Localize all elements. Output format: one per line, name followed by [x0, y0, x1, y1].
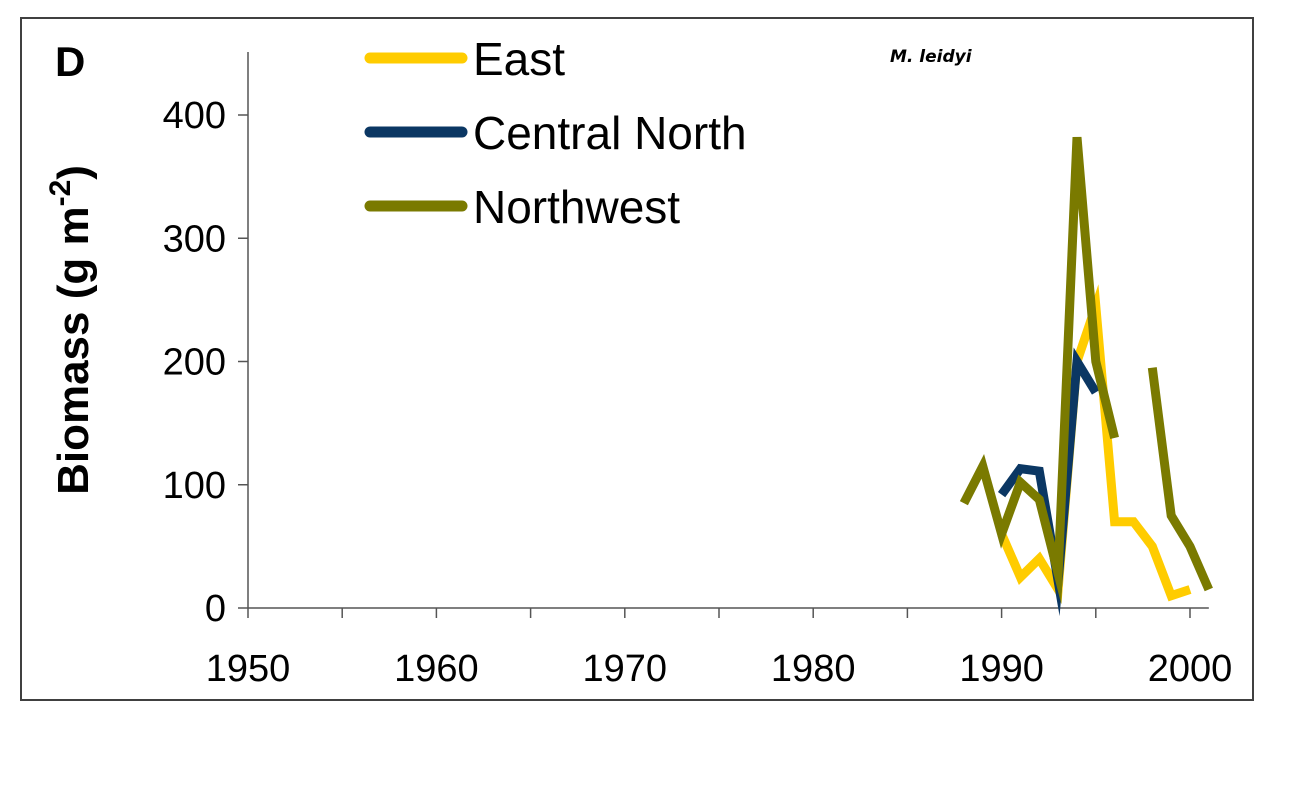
x-tick-label: 1950: [206, 648, 291, 690]
legend-label-central-north: Central North: [473, 107, 747, 159]
y-axis-label-close: ): [49, 165, 98, 180]
y-axis-label-superscript: -2: [44, 180, 77, 207]
x-tick-label: 1960: [394, 648, 479, 690]
y-tick-label: 400: [163, 95, 226, 137]
y-tick-label: 100: [163, 465, 226, 507]
legend-label-east: East: [473, 33, 565, 85]
x-tick-label: 2000: [1148, 648, 1233, 690]
y-axis-label: Biomass (g m-2): [44, 165, 98, 495]
series-line-northwest: [959, 136, 1119, 605]
y-tick-label: 200: [163, 342, 226, 384]
legend: East Central North Northwest: [364, 33, 747, 233]
axes: 0 100 200 300 400 1950 1960 1970 1980 1990 2000: [163, 52, 1233, 690]
species-label: M. leidyi: [890, 47, 973, 67]
chart-frame: [20, 17, 1254, 701]
x-tick-label: 1970: [583, 648, 668, 690]
legend-label-northwest: Northwest: [473, 181, 680, 233]
y-tick-label: 300: [163, 218, 226, 260]
series-lines: [959, 136, 1213, 617]
series-line-northwest: [1147, 367, 1213, 592]
y-tick-label: 0: [205, 588, 226, 630]
panel-label: D: [55, 38, 85, 85]
y-axis-label-main: Biomass (g m: [49, 206, 98, 495]
x-tick-label: 1990: [959, 648, 1044, 690]
x-tick-label: 1980: [771, 648, 856, 690]
series-line-east: [997, 284, 1192, 604]
